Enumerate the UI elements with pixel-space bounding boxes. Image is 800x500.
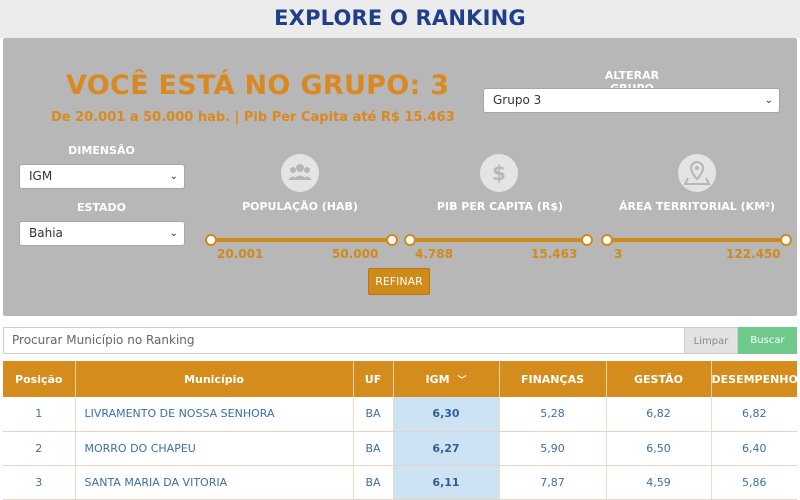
header-uf[interactable]: UF	[353, 361, 394, 397]
table-row[interactable]: 2 MORRO DO CHAPEU BA 6,27 5,90 6,50 6,40	[3, 431, 797, 466]
table-header-row: Posição Município UF IGM ﹀ FINANÇAS GESTÃ…	[3, 361, 798, 397]
cell-desempenho: 5,86	[711, 465, 797, 500]
dimensao-label: DIMENSÃO	[68, 144, 135, 157]
dimension-select[interactable]: IGM ⌄	[19, 164, 185, 189]
ranking-table: Posição Município UF IGM ﹀ FINANÇAS GESTÃ…	[3, 361, 798, 500]
pib-slider-track	[410, 238, 588, 242]
estado-label: ESTADO	[76, 201, 127, 214]
buscar-button[interactable]: Buscar	[738, 327, 797, 354]
header-financas[interactable]: FINANÇAS	[499, 361, 607, 397]
group-title: VOCÊ ESTÁ NO GRUPO: 3	[66, 70, 450, 101]
cell-municipio[interactable]: MORRO DO CHAPEU	[75, 431, 354, 466]
metric-label-pib: PIB PER CAPITA (R$)	[436, 200, 564, 213]
pib-slider-min-handle[interactable]	[404, 234, 416, 246]
cell-gestao: 6,50	[606, 431, 712, 466]
group-select-value: Grupo 3	[493, 93, 542, 107]
pib-slider-max-handle[interactable]	[581, 234, 593, 246]
cell-uf: BA	[353, 397, 394, 432]
area-slider-track	[607, 238, 787, 242]
search-input[interactable]: Procurar Município no Ranking	[3, 327, 685, 354]
cell-uf: BA	[353, 465, 394, 500]
cell-igm: 6,30	[393, 397, 500, 432]
header-gestao[interactable]: GESTÃO	[606, 361, 712, 397]
state-select[interactable]: Bahia ⌄	[19, 221, 185, 246]
group-select[interactable]: Grupo 3 ⌄	[483, 88, 780, 113]
cell-gestao: 4,59	[606, 465, 712, 500]
population-max-value: 50.000	[332, 247, 379, 261]
state-select-value: Bahia	[29, 226, 63, 240]
population-slider-track	[211, 238, 393, 242]
cell-financas: 5,90	[499, 431, 607, 466]
cell-posicao: 3	[3, 465, 76, 500]
header-igm-label: IGM	[425, 372, 450, 386]
cell-desempenho: 6,82	[711, 397, 797, 432]
header-posicao[interactable]: Posição	[3, 361, 76, 397]
page-title: EXPLORE O RANKING	[274, 6, 526, 30]
area-slider-min-handle[interactable]	[601, 234, 613, 246]
header-igm[interactable]: IGM ﹀	[393, 361, 500, 397]
cell-municipio[interactable]: SANTA MARIA DA VITORIA	[75, 465, 354, 500]
cell-posicao: 2	[3, 431, 76, 466]
pib-min-value: 4.788	[415, 247, 453, 261]
cell-uf: BA	[353, 431, 394, 466]
table-row[interactable]: 1 LIVRAMENTO DE NOSSA SENHORA BA 6,30 5,…	[3, 397, 797, 432]
chevron-down-icon: ⌄	[169, 228, 178, 239]
area-slider-max-handle[interactable]	[780, 234, 792, 246]
group-subtitle: De 20.001 a 50.000 hab. | Pib Per Capita…	[51, 110, 455, 125]
header-municipio[interactable]: Município	[75, 361, 354, 397]
cell-financas: 7,87	[499, 465, 607, 500]
chevron-down-icon: ⌄	[169, 171, 178, 182]
cell-financas: 5,28	[499, 397, 607, 432]
metric-label-area: ÁREA TERRITORIAL (KM²)	[618, 200, 775, 213]
dollar-icon: $	[480, 154, 518, 192]
metric-label-populacao: POPULAÇÃO (HAB)	[242, 200, 358, 213]
cell-gestao: 6,82	[606, 397, 712, 432]
dimension-select-value: IGM	[29, 169, 53, 183]
area-max-value: 122.450	[726, 247, 781, 261]
population-min-value: 20.001	[217, 247, 264, 261]
svg-text:$: $	[492, 161, 506, 185]
population-slider-max-handle[interactable]	[386, 234, 398, 246]
limpar-button[interactable]: Limpar	[684, 327, 738, 354]
table-row[interactable]: 3 SANTA MARIA DA VITORIA BA 6,11 7,87 4,…	[3, 465, 797, 500]
header-desempenho[interactable]: DESEMPENHO	[711, 361, 798, 397]
cell-municipio[interactable]: LIVRAMENTO DE NOSSA SENHORA	[75, 397, 354, 432]
refinar-button[interactable]: REFINAR	[368, 268, 430, 295]
cell-posicao: 1	[3, 397, 76, 432]
chevron-down-icon: ⌄	[764, 95, 773, 106]
cell-desempenho: 6,40	[711, 431, 797, 466]
sort-chevron-down-icon: ﹀	[457, 375, 467, 386]
cell-igm: 6,27	[393, 431, 500, 466]
people-icon	[281, 154, 319, 192]
pib-max-value: 15.463	[531, 247, 578, 261]
area-min-value: 3	[614, 247, 623, 261]
map-pin-icon	[678, 154, 716, 192]
population-slider-min-handle[interactable]	[205, 234, 217, 246]
top-bar: EXPLORE O RANKING	[0, 0, 800, 38]
cell-igm: 6,11	[393, 465, 500, 500]
